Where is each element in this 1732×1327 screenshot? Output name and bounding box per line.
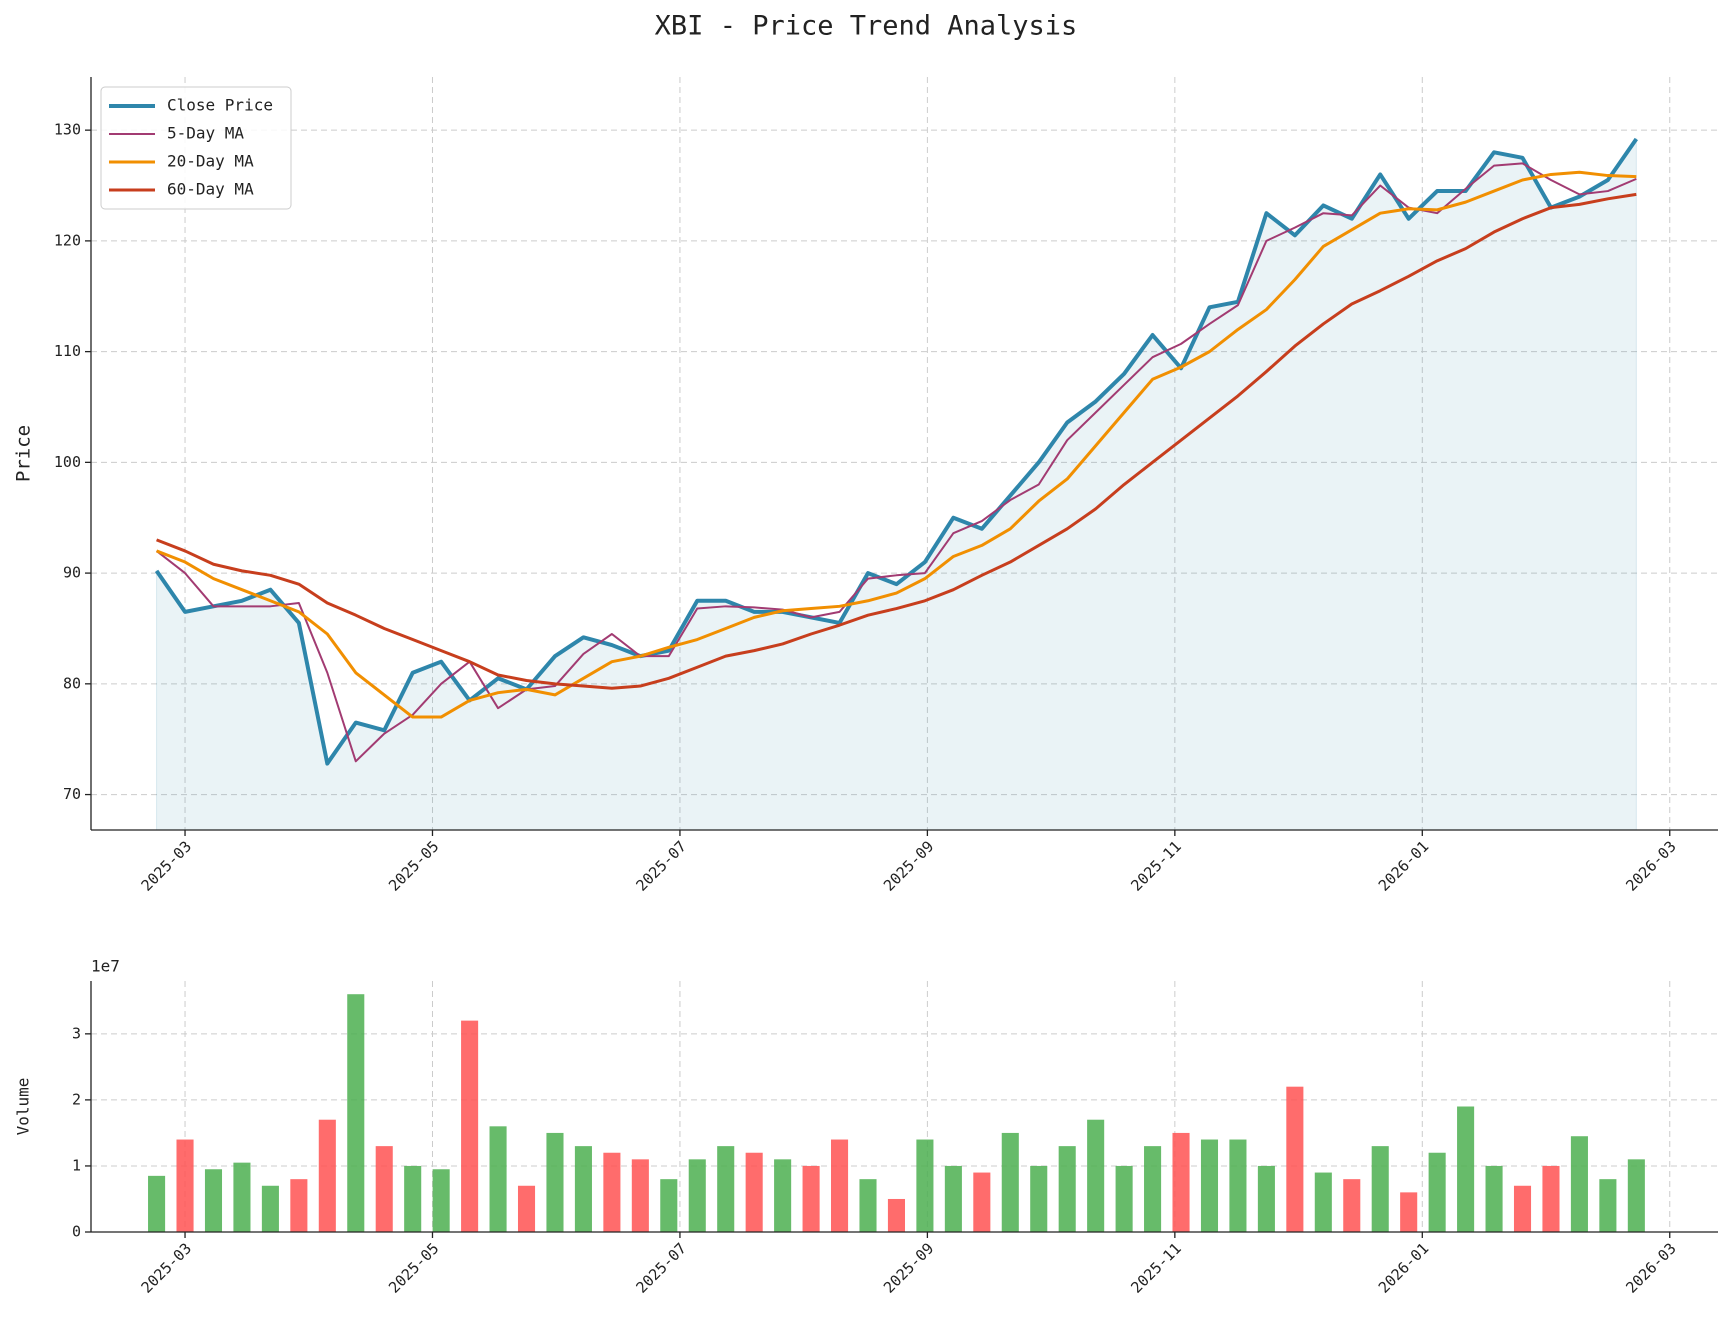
legend-label: 20-Day MA	[167, 152, 254, 171]
x-tick-label: 2025-07	[633, 1239, 690, 1296]
volume-bar	[887, 1198, 905, 1232]
y-axis-label: Volume	[14, 1078, 33, 1136]
volume-bar	[973, 1172, 991, 1232]
volume-bar	[1257, 1165, 1275, 1232]
volume-bar	[859, 1179, 877, 1232]
volume-bar	[1371, 1146, 1389, 1232]
volume-bar	[1172, 1132, 1190, 1232]
legend-box	[100, 86, 292, 210]
x-tick-label: 2026-01	[1375, 1239, 1432, 1296]
volume-bar	[1314, 1172, 1332, 1232]
volume-bar	[1001, 1132, 1019, 1232]
y-tick-label: 2	[72, 1090, 81, 1108]
y-tick-label: 0	[72, 1223, 81, 1241]
volume-bar	[1627, 1159, 1645, 1232]
volume-bar	[1485, 1165, 1503, 1232]
volume-bar	[1030, 1165, 1048, 1232]
volume-bar	[1513, 1185, 1532, 1232]
volume-bar	[233, 1162, 251, 1232]
x-tick-label: 2026-03	[1622, 1239, 1679, 1296]
legend-label: 5-Day MA	[167, 124, 244, 143]
y-tick-label: 90	[63, 564, 81, 582]
series-line	[156, 170, 1637, 719]
y-tick-label: 110	[54, 342, 81, 360]
volume-bar	[1144, 1146, 1162, 1232]
series-line	[156, 192, 1637, 690]
volume-bar	[318, 1119, 336, 1232]
volume-bar	[375, 1146, 393, 1232]
offset-label: 1e7	[91, 957, 120, 976]
legend: Close Price 5-Day MA 20-Day MA 60-Day MA	[100, 86, 292, 210]
y-tick-label: 70	[63, 785, 81, 803]
legend-label: Close Price	[167, 96, 273, 115]
volume-bar	[717, 1146, 735, 1232]
series-line	[155, 162, 1637, 763]
volume-bar	[1058, 1146, 1076, 1232]
volume-bar	[660, 1179, 678, 1232]
volume-bar	[517, 1185, 536, 1232]
volume-bar	[1542, 1165, 1560, 1232]
x-tick-label: 2025-07	[633, 837, 690, 894]
volume-bar	[404, 1165, 422, 1232]
volume-bar	[1115, 1165, 1133, 1232]
x-tick-label: 2025-09	[880, 837, 937, 894]
volume-bar	[688, 1159, 706, 1232]
volume-bar	[1570, 1136, 1588, 1232]
volume-bar	[176, 1139, 194, 1232]
y-axis-label: Price	[13, 425, 35, 482]
volume-bar	[1087, 1119, 1105, 1232]
y-tick-label: 3	[72, 1024, 81, 1042]
volume-bar	[774, 1159, 792, 1232]
y-tick-label: 120	[54, 231, 81, 249]
x-tick-label: 2025-11	[1127, 1239, 1184, 1296]
series-line	[154, 137, 1638, 766]
y-tick-label: 130	[54, 121, 81, 139]
volume-bar	[1286, 1086, 1304, 1232]
x-tick-label: 2025-09	[880, 1239, 937, 1296]
x-tick-label: 2025-03	[138, 837, 195, 894]
x-tick-label: 2026-01	[1375, 837, 1432, 894]
volume-bar	[631, 1159, 649, 1232]
x-tick-label: 2025-05	[385, 837, 442, 894]
volume-bar	[204, 1169, 223, 1232]
volume-bar	[574, 1146, 592, 1232]
y-tick-label: 100	[54, 453, 81, 471]
y-tick-label: 1	[72, 1156, 81, 1174]
volume-bar	[546, 1132, 564, 1232]
y-tick-label: 80	[63, 674, 81, 692]
volume-bar	[290, 1179, 308, 1232]
volume-bar	[148, 1175, 166, 1232]
volume-bar	[461, 1020, 479, 1232]
volume-bar	[802, 1165, 820, 1232]
volume-bar	[1599, 1179, 1617, 1232]
volume-bar	[432, 1169, 450, 1232]
volume-bar	[1457, 1106, 1475, 1232]
volume-bar	[831, 1139, 849, 1232]
volume-bar	[1428, 1152, 1446, 1232]
volume-bar	[603, 1152, 621, 1232]
area-fill	[156, 137, 1637, 831]
volume-bar	[261, 1185, 279, 1232]
volume-bar	[1343, 1179, 1361, 1232]
volume-bar	[916, 1139, 934, 1232]
x-tick-label: 2025-05	[385, 1239, 442, 1296]
volume-bar	[1229, 1139, 1247, 1232]
volume-bar	[347, 994, 365, 1232]
volume-bar	[1400, 1192, 1418, 1232]
legend-label: 60-Day MA	[167, 180, 254, 199]
chart-title: XBI - Price Trend Analysis	[655, 11, 1078, 42]
x-tick-label: 2025-11	[1127, 837, 1184, 894]
volume-bar	[489, 1126, 507, 1232]
volume-bar	[1200, 1139, 1219, 1232]
x-tick-label: 2026-03	[1622, 837, 1679, 894]
x-tick-label: 2025-03	[138, 1239, 195, 1296]
volume-bar	[944, 1165, 962, 1232]
volume-bar	[745, 1152, 763, 1232]
